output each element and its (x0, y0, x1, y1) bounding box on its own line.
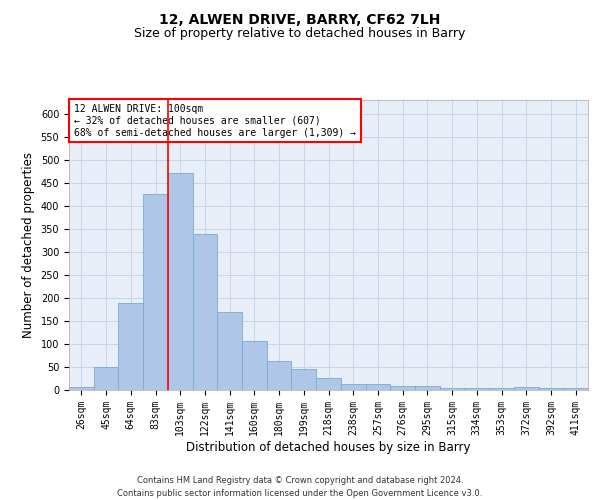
Bar (143, 194, 168, 390)
Bar (193, 234, 217, 390)
Bar (267, 362, 292, 390)
Bar (292, 370, 316, 390)
Text: Size of property relative to detached houses in Barry: Size of property relative to detached ho… (134, 28, 466, 40)
Bar (168, 172, 193, 390)
Y-axis label: Number of detached properties: Number of detached properties (22, 152, 35, 338)
Bar (94, 367, 118, 390)
Bar (440, 388, 464, 390)
Bar (242, 340, 267, 390)
X-axis label: Distribution of detached houses by size in Barry: Distribution of detached houses by size … (186, 440, 471, 454)
Text: 12 ALWEN DRIVE: 100sqm
← 32% of detached houses are smaller (607)
68% of semi-de: 12 ALWEN DRIVE: 100sqm ← 32% of detached… (74, 104, 356, 138)
Bar (69, 387, 94, 390)
Bar (563, 388, 588, 390)
Bar (316, 378, 341, 390)
Text: Contains HM Land Registry data © Crown copyright and database right 2024.
Contai: Contains HM Land Registry data © Crown c… (118, 476, 482, 498)
Bar (514, 387, 539, 390)
Bar (341, 384, 365, 390)
Bar (489, 388, 514, 390)
Bar (390, 386, 415, 390)
Bar (217, 312, 242, 390)
Bar (464, 388, 489, 390)
Bar (539, 388, 563, 390)
Text: 12, ALWEN DRIVE, BARRY, CF62 7LH: 12, ALWEN DRIVE, BARRY, CF62 7LH (160, 12, 440, 26)
Bar (118, 304, 143, 390)
Bar (365, 384, 390, 390)
Bar (415, 386, 440, 390)
